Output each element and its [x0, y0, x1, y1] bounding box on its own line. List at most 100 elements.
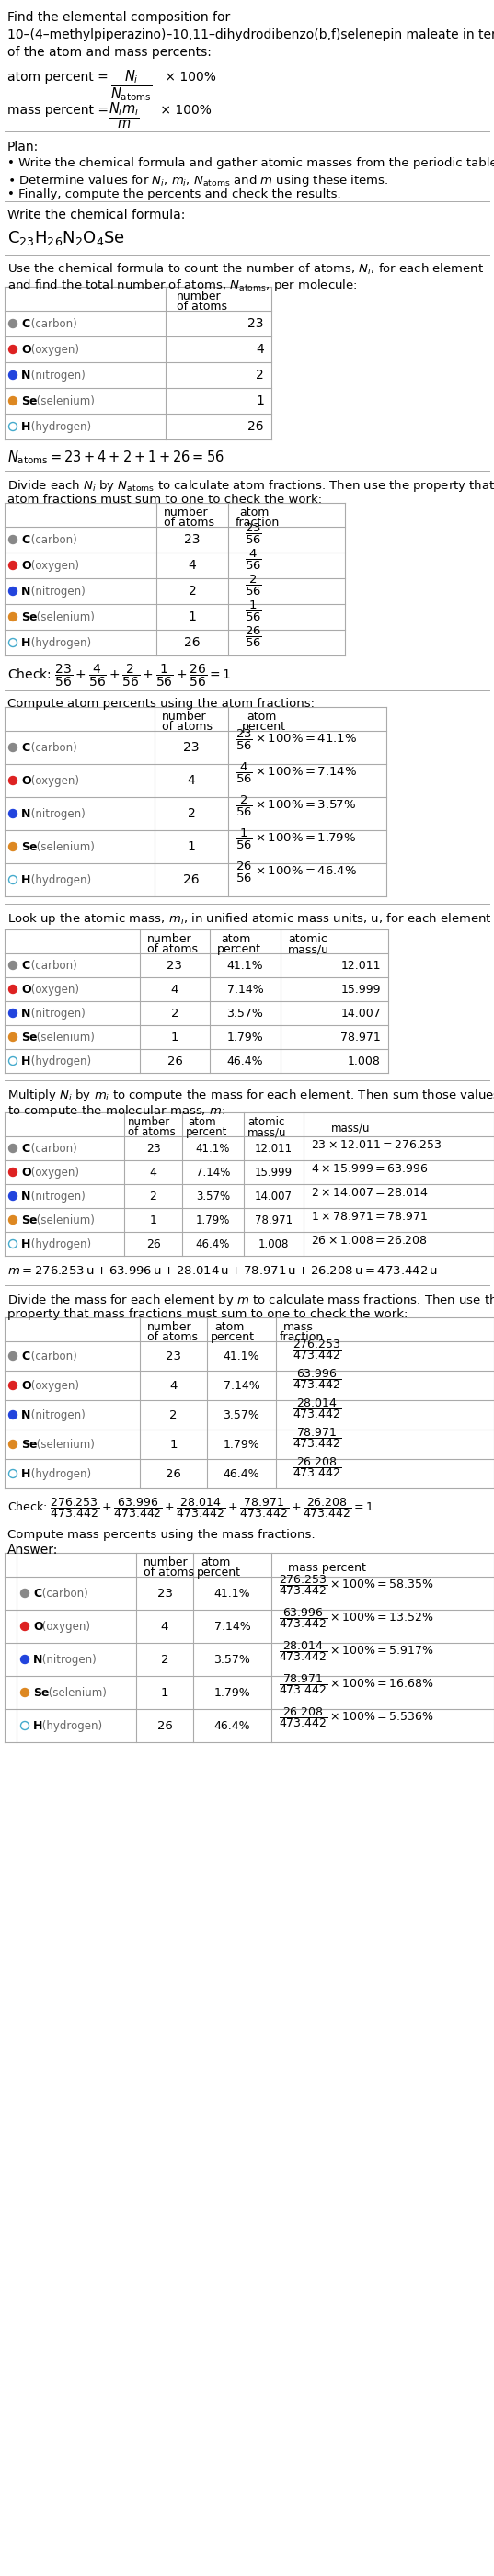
Circle shape [21, 1623, 29, 1631]
Circle shape [9, 1352, 17, 1360]
Text: Se: Se [21, 394, 37, 407]
Text: N: N [21, 1007, 31, 1020]
Text: C: C [21, 317, 30, 330]
Text: Write the chemical formula:: Write the chemical formula: [7, 209, 185, 222]
Text: 1.008: 1.008 [258, 1239, 289, 1249]
Circle shape [9, 744, 17, 752]
Text: $\dfrac{26}{56} \times 100\% = $46.4%: $\dfrac{26}{56} \times 100\% = $46.4% [236, 860, 357, 884]
Text: C: C [21, 1141, 30, 1154]
Text: atomic: atomic [247, 1115, 285, 1128]
Text: atom: atom [188, 1115, 216, 1128]
Text: percent: percent [210, 1332, 255, 1342]
Text: O: O [21, 775, 31, 786]
Text: 1.79%: 1.79% [214, 1687, 250, 1698]
Text: Use the chemical formula to count the number of atoms, $N_i$, for each element: Use the chemical formula to count the nu… [7, 263, 484, 276]
Circle shape [9, 1144, 17, 1151]
Text: × 100%: × 100% [161, 70, 216, 82]
Text: O: O [21, 1167, 31, 1177]
Text: 4: 4 [150, 1167, 157, 1177]
Text: (selenium): (selenium) [33, 394, 95, 407]
Text: (hydrogen): (hydrogen) [27, 420, 91, 433]
Text: (nitrogen): (nitrogen) [27, 1007, 85, 1020]
Circle shape [9, 397, 17, 404]
Text: of the atom and mass percents:: of the atom and mass percents: [7, 46, 211, 59]
Text: $2 \times 14.007 = 28.014$: $2 \times 14.007 = 28.014$ [311, 1188, 428, 1198]
Text: 2: 2 [256, 368, 264, 381]
Text: $\dfrac{2}{56} \times 100\% = $3.57%: $\dfrac{2}{56} \times 100\% = $3.57% [236, 793, 356, 819]
Text: (oxygen): (oxygen) [27, 775, 79, 786]
Text: (oxygen): (oxygen) [39, 1620, 90, 1633]
Text: mass: mass [284, 1321, 314, 1332]
Text: (selenium): (selenium) [33, 1213, 95, 1226]
Text: 1.79%: 1.79% [223, 1437, 260, 1450]
Text: 2: 2 [187, 806, 195, 819]
Text: 4: 4 [161, 1620, 168, 1633]
Text: $\dfrac{23}{56} \times 100\% = $41.1%: $\dfrac{23}{56} \times 100\% = $41.1% [236, 729, 357, 752]
Text: Look up the atomic mass, $m_i$, in unified atomic mass units, u, for each elemen: Look up the atomic mass, $m_i$, in unifi… [7, 912, 494, 927]
Text: 46.4%: 46.4% [223, 1468, 260, 1479]
Circle shape [9, 1440, 17, 1448]
Text: atom: atom [247, 711, 276, 724]
Text: $26 \times 1.008 = 26.208$: $26 \times 1.008 = 26.208$ [311, 1234, 427, 1247]
Text: Se: Se [21, 1213, 37, 1226]
Text: 12.011: 12.011 [341, 958, 381, 971]
Text: 1: 1 [161, 1687, 168, 1698]
Text: (carbon): (carbon) [27, 1350, 77, 1363]
Text: $\dfrac{2}{56}$: $\dfrac{2}{56}$ [245, 574, 262, 598]
Text: C: C [21, 742, 30, 752]
Circle shape [9, 1033, 17, 1041]
Text: 7.14%: 7.14% [196, 1167, 230, 1177]
Text: 23: 23 [146, 1141, 161, 1154]
Text: $\bullet$ Determine values for $N_i$, $m_i$, $N_{\mathrm{atoms}}$ and $m$ using : $\bullet$ Determine values for $N_i$, $m… [7, 173, 389, 188]
Text: 3.57%: 3.57% [223, 1409, 260, 1422]
Text: (selenium): (selenium) [33, 840, 95, 853]
Text: 41.1%: 41.1% [214, 1587, 250, 1600]
Text: 26: 26 [248, 420, 264, 433]
Circle shape [21, 1589, 29, 1597]
Text: $\dfrac{N_i m_i}{m}$: $\dfrac{N_i m_i}{m}$ [109, 100, 140, 131]
Text: $\dfrac{63.996}{473.442} \times 100\% = 13.52\%$: $\dfrac{63.996}{473.442} \times 100\% = … [279, 1605, 434, 1631]
Text: Find the elemental composition for: Find the elemental composition for [7, 10, 230, 23]
Text: N: N [21, 809, 31, 819]
Text: 46.4%: 46.4% [196, 1239, 230, 1249]
Text: 7.14%: 7.14% [214, 1620, 250, 1633]
Text: $\dfrac{N_i}{N_{\mathrm{atoms}}}$: $\dfrac{N_i}{N_{\mathrm{atoms}}}$ [110, 67, 152, 103]
Text: N: N [21, 1409, 31, 1422]
Text: percent: percent [217, 943, 261, 956]
Circle shape [9, 984, 17, 994]
Text: $N_{\mathrm{atoms}} = 23 + 4 + 2 + 1 + 26 = 56$: $N_{\mathrm{atoms}} = 23 + 4 + 2 + 1 + 2… [7, 448, 224, 466]
Text: Check: $\dfrac{23}{56} + \dfrac{4}{56} + \dfrac{2}{56} + \dfrac{1}{56} + \dfrac{: Check: $\dfrac{23}{56} + \dfrac{4}{56} +… [7, 662, 231, 688]
Text: 78.971: 78.971 [340, 1030, 381, 1043]
Text: $\dfrac{78.971}{473.442}$: $\dfrac{78.971}{473.442}$ [292, 1427, 342, 1450]
Text: H: H [21, 636, 31, 649]
Text: 12.011: 12.011 [255, 1141, 292, 1154]
Text: (oxygen): (oxygen) [27, 343, 79, 355]
Text: (carbon): (carbon) [39, 1587, 88, 1600]
Text: H: H [21, 873, 31, 886]
Text: Se: Se [33, 1687, 49, 1698]
Text: 23: 23 [157, 1587, 172, 1600]
Circle shape [9, 961, 17, 969]
Circle shape [9, 842, 17, 850]
Text: fraction: fraction [236, 518, 280, 528]
Text: mass/u: mass/u [331, 1121, 370, 1133]
Text: atom: atom [221, 933, 250, 945]
Text: 2: 2 [171, 1007, 179, 1020]
Text: $\dfrac{1}{56} \times 100\% = $1.79%: $\dfrac{1}{56} \times 100\% = $1.79% [236, 827, 356, 853]
Text: Divide the mass for each element by $m$ to calculate mass fractions. Then use th: Divide the mass for each element by $m$ … [7, 1293, 494, 1309]
Text: 4: 4 [187, 773, 195, 786]
Text: $\dfrac{4}{56} \times 100\% = $7.14%: $\dfrac{4}{56} \times 100\% = $7.14% [236, 760, 357, 786]
Text: $\dfrac{78.971}{473.442} \times 100\% = 16.68\%$: $\dfrac{78.971}{473.442} \times 100\% = … [279, 1672, 434, 1695]
Text: 26: 26 [157, 1721, 172, 1731]
Text: H: H [21, 1468, 31, 1479]
Text: percent: percent [197, 1566, 241, 1579]
Circle shape [9, 1193, 17, 1200]
Text: (nitrogen): (nitrogen) [27, 809, 85, 819]
Text: Divide each $N_i$ by $N_{\mathrm{atoms}}$ to calculate atom fractions. Then use : Divide each $N_i$ by $N_{\mathrm{atoms}}… [7, 479, 494, 495]
Text: (selenium): (selenium) [33, 1030, 95, 1043]
Text: (selenium): (selenium) [33, 1437, 95, 1450]
Text: H: H [33, 1721, 42, 1731]
Text: mass percent =: mass percent = [7, 103, 113, 116]
Text: $1 \times 78.971 = 78.971$: $1 \times 78.971 = 78.971$ [311, 1211, 428, 1221]
Circle shape [21, 1656, 29, 1664]
